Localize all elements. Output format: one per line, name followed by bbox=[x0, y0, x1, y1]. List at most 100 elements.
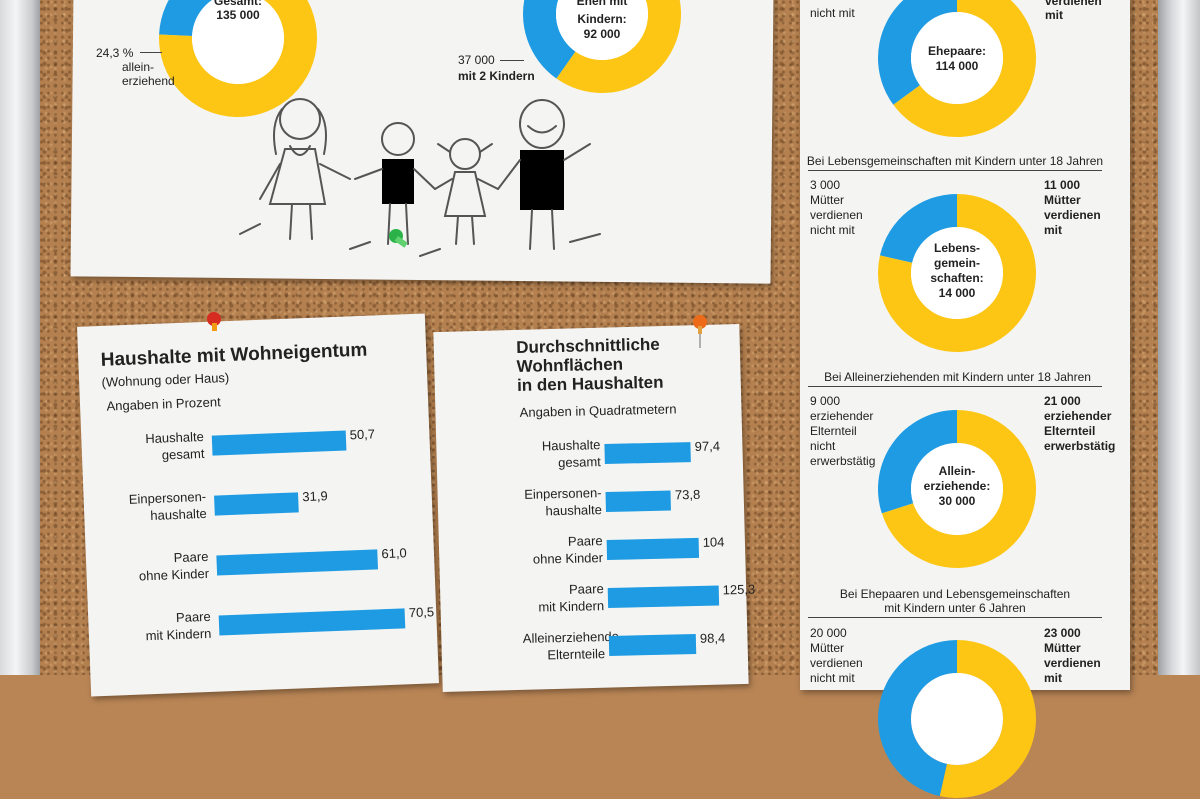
side-note-line: Elternteil bbox=[1044, 424, 1096, 438]
single-parent-label-2: erziehend bbox=[122, 74, 175, 88]
side-note-line: erwerbstätig bbox=[1044, 439, 1116, 453]
donut-center-line: erziehende: bbox=[923, 479, 991, 493]
bar-category-label: Paare bbox=[567, 533, 603, 549]
donut-hole bbox=[911, 673, 1003, 765]
donut-chart-cohabiting bbox=[878, 194, 1036, 352]
bar-value-label: 61,0 bbox=[381, 545, 408, 562]
donut-hole bbox=[911, 227, 1003, 319]
donut-chart-marriages-with-children bbox=[523, 0, 681, 93]
donut-center-label: Kindern: bbox=[577, 12, 627, 26]
donut-slice-blue bbox=[879, 194, 957, 263]
two-children-value: 37 000 bbox=[458, 53, 495, 67]
section-rule bbox=[808, 617, 1102, 618]
bar-category-label: gesamt bbox=[161, 445, 205, 463]
bar-category-label: Paare bbox=[568, 581, 604, 597]
donut-hole bbox=[911, 12, 1003, 104]
side-note-line: 9 000 bbox=[810, 394, 841, 408]
side-note-line: verdienen bbox=[810, 208, 863, 222]
bar-value-label: 73,8 bbox=[674, 486, 701, 503]
ownership-unit: Angaben in Prozent bbox=[106, 394, 221, 414]
side-note-line: nicht mit bbox=[810, 671, 855, 685]
bar bbox=[604, 442, 692, 465]
bar-category-label: haushalte bbox=[545, 502, 603, 519]
red-pushpin-icon bbox=[207, 312, 221, 331]
bar-category-label: mit Kindern bbox=[145, 625, 212, 644]
bar-category-label: haushalte bbox=[150, 505, 208, 524]
bar bbox=[606, 537, 700, 560]
donut-center-line: Allein- bbox=[938, 464, 976, 478]
donut-center-label: Ehepaare: bbox=[927, 44, 987, 58]
side-note-line: 3 000 bbox=[810, 178, 841, 192]
married-earning-label-1: verdienen bbox=[1045, 0, 1102, 8]
donut-center-value: 135 000 bbox=[216, 8, 260, 22]
donut-slice-yellow bbox=[893, 0, 1036, 137]
bar-value-label: 50,7 bbox=[349, 426, 376, 443]
donut-slice-yellow bbox=[881, 410, 1036, 568]
side-note-line: 20 000 bbox=[810, 626, 847, 640]
side-note-line: Mütter bbox=[1044, 641, 1081, 655]
married-not-earning-label: nicht mit bbox=[810, 6, 855, 20]
cohabiting-heading: Bei Lebensgemeinschaften mit Kindern unt… bbox=[806, 154, 1104, 168]
callout-line bbox=[140, 52, 162, 53]
side-note-line: erziehender bbox=[1044, 409, 1112, 423]
living-area-title-line-3: in den Haushalten bbox=[516, 372, 664, 395]
bar bbox=[211, 430, 347, 456]
orange-pushpin-icon bbox=[693, 315, 707, 348]
bar bbox=[216, 549, 379, 576]
donut-center-line: 14 000 bbox=[938, 286, 976, 300]
donut-center-label: Gesamt: bbox=[213, 0, 263, 8]
bar-value-label: 104 bbox=[702, 534, 725, 550]
section-rule bbox=[808, 386, 1102, 387]
side-note-line: Mütter bbox=[810, 193, 845, 207]
side-note-line: 11 000 bbox=[1044, 178, 1081, 192]
bar bbox=[605, 490, 672, 513]
donut-hole bbox=[192, 0, 284, 84]
donut-center-line: gemein- bbox=[933, 256, 980, 270]
donut-slice-yellow bbox=[878, 194, 1036, 352]
donut-center-line: schaften: bbox=[930, 271, 984, 285]
bar-value-label: 125,3 bbox=[722, 581, 756, 598]
section-rule bbox=[808, 170, 1102, 171]
donut-chart-children-under-6 bbox=[877, 640, 1036, 798]
married-earning-label-2: mit bbox=[1045, 8, 1063, 22]
bar-category-label: Einpersonen- bbox=[524, 485, 602, 502]
side-note-line: verdienen bbox=[810, 656, 863, 670]
living-area-chart: Durchschnittliche Wohnflächen in den Hau… bbox=[516, 333, 764, 678]
donut-chart-married-couples bbox=[878, 0, 1036, 137]
donut-chart-single-parents bbox=[878, 410, 1036, 568]
donut-slice-blue bbox=[159, 0, 213, 36]
bar-value-label: 70,5 bbox=[408, 604, 435, 621]
donut-slice-yellow bbox=[159, 0, 317, 117]
ownership-title: Haushalte mit Wohneigentum bbox=[100, 339, 368, 371]
side-note-line: verdienen bbox=[1044, 208, 1101, 222]
board-frame-right bbox=[1158, 0, 1200, 675]
side-note-line: erziehender bbox=[810, 409, 874, 423]
donut-center-line: Lebens- bbox=[933, 241, 980, 255]
donut-center-value: 114 000 bbox=[935, 59, 979, 73]
side-note-line: Mütter bbox=[1044, 193, 1081, 207]
bar bbox=[608, 633, 697, 656]
donut-slice-blue bbox=[878, 0, 957, 105]
bar-value-label: 98,4 bbox=[699, 630, 726, 646]
side-note-line: nicht mit bbox=[810, 223, 855, 237]
donut-center-value: 92 000 bbox=[583, 27, 621, 41]
side-note-line: 23 000 bbox=[1044, 626, 1081, 640]
donut-slice-blue bbox=[878, 410, 957, 514]
board-frame-left bbox=[0, 0, 40, 675]
single-parent-share: 24,3 % bbox=[96, 46, 134, 60]
family-drawing-illustration bbox=[239, 98, 601, 257]
bar-category-label: Alleinerziehende bbox=[522, 628, 620, 646]
bar-category-label: Haushalte bbox=[541, 437, 601, 454]
ownership-subtitle: (Wohnung oder Haus) bbox=[101, 369, 230, 390]
donut-hole bbox=[911, 443, 1003, 535]
single-parent-label-1: allein- bbox=[122, 60, 155, 74]
side-note-line: erwerbstätig bbox=[810, 454, 876, 468]
single-parents-heading: Bei Alleinerziehenden mit Kindern unter … bbox=[824, 370, 1091, 384]
green-pushpin-icon bbox=[389, 229, 408, 248]
living-area-unit: Angaben in Quadratmetern bbox=[519, 401, 677, 420]
ownership-chart: Haushalte mit Wohneigentum (Wohnung oder… bbox=[96, 327, 449, 680]
side-note-line: 21 000 bbox=[1044, 394, 1081, 408]
bar-value-label: 97,4 bbox=[694, 438, 721, 454]
bar bbox=[218, 608, 406, 636]
side-note-line: Elternteil bbox=[810, 424, 857, 438]
